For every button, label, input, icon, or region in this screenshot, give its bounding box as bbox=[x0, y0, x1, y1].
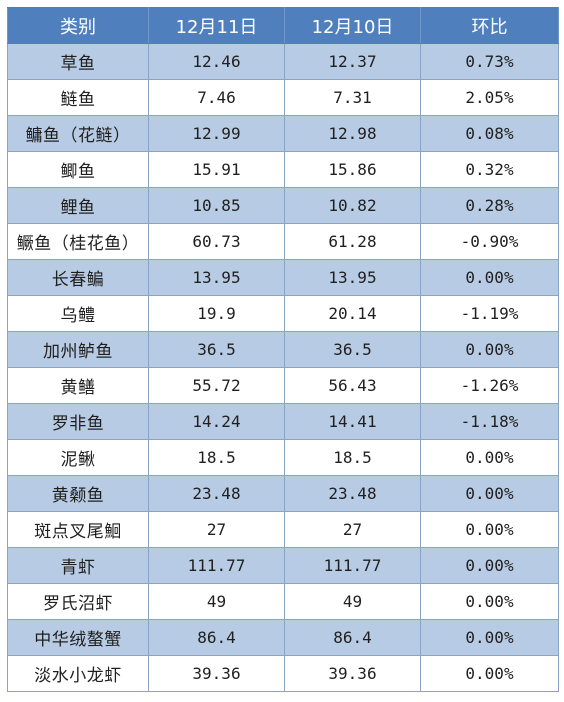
cell-name: 鲤鱼 bbox=[7, 187, 149, 224]
cell-name: 泥鳅 bbox=[7, 439, 149, 476]
cell-dec10: 86.4 bbox=[284, 619, 421, 656]
cell-dec11: 27 bbox=[148, 511, 285, 548]
table-row: 泥鳅 18.5 18.5 0.00% bbox=[7, 439, 559, 476]
cell-dec11: 60.73 bbox=[148, 223, 285, 260]
cell-dec10: 7.31 bbox=[284, 79, 421, 116]
table-body: 草鱼 12.46 12.37 0.73% 鲢鱼 7.46 7.31 2.05% 鳙鱼（花鲢） 12… bbox=[7, 43, 559, 692]
cell-change: -1.26% bbox=[420, 367, 559, 404]
table-header-row: 类别 12月11日 12月10日 环比 bbox=[7, 7, 559, 44]
cell-change: 0.00% bbox=[420, 655, 559, 692]
cell-dec11: 49 bbox=[148, 583, 285, 620]
cell-dec10: 10.82 bbox=[284, 187, 421, 224]
cell-dec10: 56.43 bbox=[284, 367, 421, 404]
table-row: 淡水小龙虾 39.36 39.36 0.00% bbox=[7, 655, 559, 692]
header-dec11: 12月11日 bbox=[148, 7, 285, 44]
cell-dec11: 15.91 bbox=[148, 151, 285, 188]
table-row: 中华绒螯蟹 86.4 86.4 0.00% bbox=[7, 619, 559, 656]
cell-dec10: 20.14 bbox=[284, 295, 421, 332]
cell-dec11: 7.46 bbox=[148, 79, 285, 116]
cell-name: 罗氏沼虾 bbox=[7, 583, 149, 620]
cell-name: 鳜鱼（桂花鱼） bbox=[7, 223, 149, 260]
cell-name: 罗非鱼 bbox=[7, 403, 149, 440]
table-row: 鳜鱼（桂花鱼） 60.73 61.28 -0.90% bbox=[7, 223, 559, 260]
cell-dec11: 36.5 bbox=[148, 331, 285, 368]
cell-dec11: 12.99 bbox=[148, 115, 285, 152]
cell-change: 0.00% bbox=[420, 583, 559, 620]
cell-change: -1.19% bbox=[420, 295, 559, 332]
table-row: 罗非鱼 14.24 14.41 -1.18% bbox=[7, 403, 559, 440]
cell-change: 0.08% bbox=[420, 115, 559, 152]
table-row: 加州鲈鱼 36.5 36.5 0.00% bbox=[7, 331, 559, 368]
cell-dec11: 14.24 bbox=[148, 403, 285, 440]
table-row: 草鱼 12.46 12.37 0.73% bbox=[7, 43, 559, 80]
cell-dec10: 12.37 bbox=[284, 43, 421, 80]
cell-dec10: 61.28 bbox=[284, 223, 421, 260]
cell-change: 0.00% bbox=[420, 511, 559, 548]
cell-dec11: 10.85 bbox=[148, 187, 285, 224]
cell-change: 0.73% bbox=[420, 43, 559, 80]
price-table: 类别 12月11日 12月10日 环比 草鱼 12.46 12.37 0.73% 鲢鱼 7… bbox=[7, 7, 559, 692]
table-row: 长春鳊 13.95 13.95 0.00% bbox=[7, 259, 559, 296]
cell-dec10: 13.95 bbox=[284, 259, 421, 296]
cell-dec10: 111.77 bbox=[284, 547, 421, 584]
cell-dec10: 12.98 bbox=[284, 115, 421, 152]
cell-dec11: 13.95 bbox=[148, 259, 285, 296]
cell-dec11: 19.9 bbox=[148, 295, 285, 332]
header-dec10: 12月10日 bbox=[284, 7, 421, 44]
cell-dec10: 49 bbox=[284, 583, 421, 620]
cell-name: 加州鲈鱼 bbox=[7, 331, 149, 368]
header-change: 环比 bbox=[420, 7, 559, 44]
table-row: 鳙鱼（花鲢） 12.99 12.98 0.08% bbox=[7, 115, 559, 152]
cell-dec10: 39.36 bbox=[284, 655, 421, 692]
cell-dec11: 23.48 bbox=[148, 475, 285, 512]
cell-name: 黄鳝 bbox=[7, 367, 149, 404]
cell-dec10: 23.48 bbox=[284, 475, 421, 512]
table-row: 鲫鱼 15.91 15.86 0.32% bbox=[7, 151, 559, 188]
cell-change: 0.00% bbox=[420, 475, 559, 512]
cell-dec10: 14.41 bbox=[284, 403, 421, 440]
cell-dec11: 39.36 bbox=[148, 655, 285, 692]
table-row: 乌鳢 19.9 20.14 -1.19% bbox=[7, 295, 559, 332]
cell-dec10: 15.86 bbox=[284, 151, 421, 188]
table-row: 罗氏沼虾 49 49 0.00% bbox=[7, 583, 559, 620]
cell-dec10: 36.5 bbox=[284, 331, 421, 368]
cell-name: 乌鳢 bbox=[7, 295, 149, 332]
cell-dec10: 18.5 bbox=[284, 439, 421, 476]
cell-name: 黄颡鱼 bbox=[7, 475, 149, 512]
cell-dec11: 12.46 bbox=[148, 43, 285, 80]
table-row: 黄颡鱼 23.48 23.48 0.00% bbox=[7, 475, 559, 512]
cell-name: 青虾 bbox=[7, 547, 149, 584]
table-row: 斑点叉尾鮰 27 27 0.00% bbox=[7, 511, 559, 548]
cell-change: -1.18% bbox=[420, 403, 559, 440]
table-row: 黄鳝 55.72 56.43 -1.26% bbox=[7, 367, 559, 404]
cell-dec10: 27 bbox=[284, 511, 421, 548]
table-row: 鲤鱼 10.85 10.82 0.28% bbox=[7, 187, 559, 224]
cell-name: 鳙鱼（花鲢） bbox=[7, 115, 149, 152]
cell-name: 鲫鱼 bbox=[7, 151, 149, 188]
cell-change: 0.00% bbox=[420, 439, 559, 476]
cell-name: 鲢鱼 bbox=[7, 79, 149, 116]
cell-name: 斑点叉尾鮰 bbox=[7, 511, 149, 548]
cell-change: 0.00% bbox=[420, 331, 559, 368]
cell-change: 0.32% bbox=[420, 151, 559, 188]
cell-name: 草鱼 bbox=[7, 43, 149, 80]
header-category: 类别 bbox=[7, 7, 149, 44]
table-row: 鲢鱼 7.46 7.31 2.05% bbox=[7, 79, 559, 116]
cell-change: 0.00% bbox=[420, 259, 559, 296]
cell-dec11: 18.5 bbox=[148, 439, 285, 476]
cell-change: 0.28% bbox=[420, 187, 559, 224]
cell-name: 长春鳊 bbox=[7, 259, 149, 296]
table-row: 青虾 111.77 111.77 0.00% bbox=[7, 547, 559, 584]
cell-dec11: 111.77 bbox=[148, 547, 285, 584]
cell-change: 0.00% bbox=[420, 619, 559, 656]
cell-change: -0.90% bbox=[420, 223, 559, 260]
cell-name: 淡水小龙虾 bbox=[7, 655, 149, 692]
cell-change: 0.00% bbox=[420, 547, 559, 584]
cell-change: 2.05% bbox=[420, 79, 559, 116]
cell-name: 中华绒螯蟹 bbox=[7, 619, 149, 656]
cell-dec11: 55.72 bbox=[148, 367, 285, 404]
cell-dec11: 86.4 bbox=[148, 619, 285, 656]
